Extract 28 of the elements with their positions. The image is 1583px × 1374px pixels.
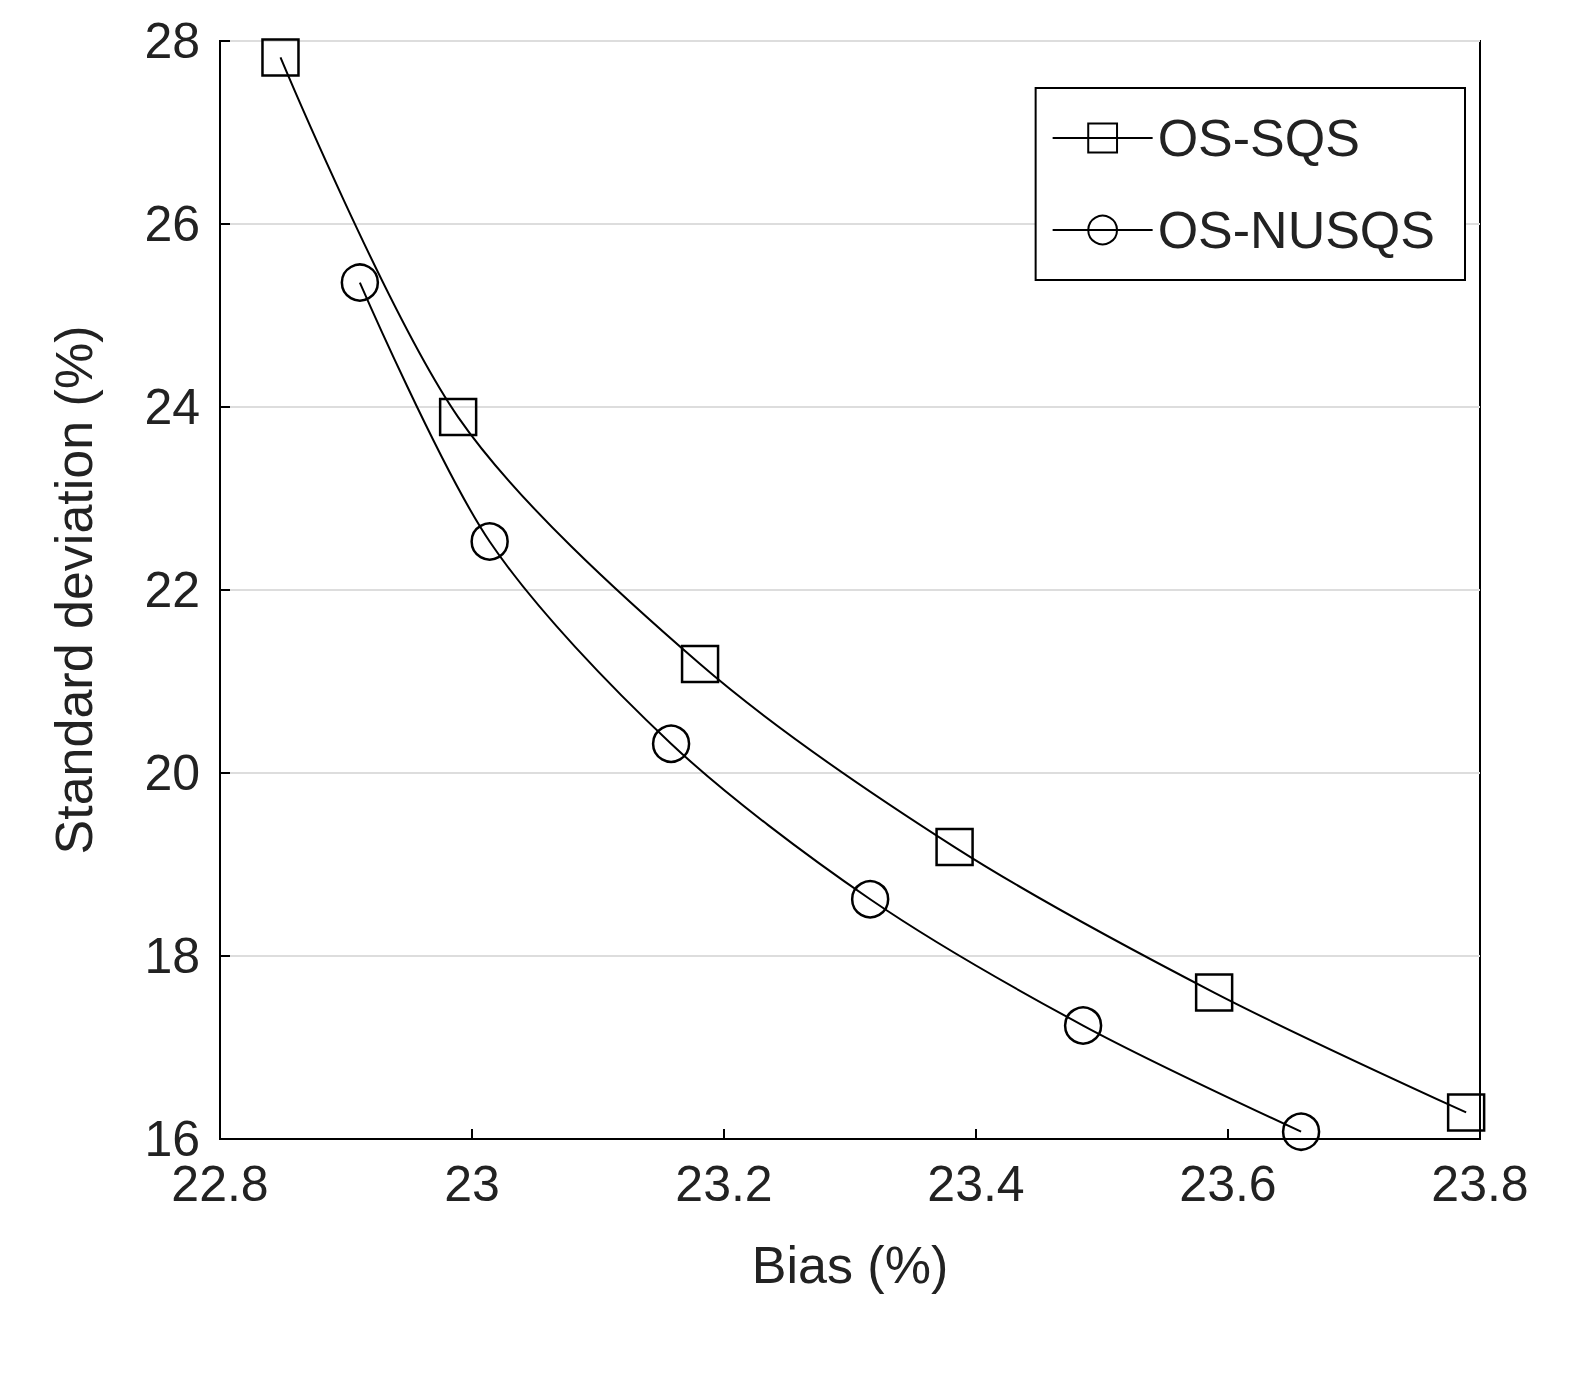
point <box>340 263 380 302</box>
point <box>680 644 720 684</box>
point <box>438 397 478 437</box>
x-tick-label: 23.8 <box>1431 1156 1529 1212</box>
x-tick-label: 23.6 <box>1179 1156 1277 1212</box>
point <box>261 38 300 77</box>
y-tick-label: 22 <box>144 562 200 618</box>
y-tick-label: 24 <box>144 379 200 435</box>
y-tick-label: 28 <box>144 13 200 69</box>
point <box>651 724 691 763</box>
y-tick-label: 20 <box>144 745 200 801</box>
y-axis-title: Standard deviation (%) <box>45 325 103 855</box>
point <box>1063 1006 1103 1045</box>
x-axis-title: Bias (%) <box>751 1236 949 1294</box>
x-tick-label: 23.4 <box>927 1156 1025 1212</box>
x-tick-label: 22.8 <box>171 1156 269 1212</box>
x-tick-label: 23 <box>444 1156 500 1212</box>
point <box>1281 1112 1321 1151</box>
y-tick-label: 26 <box>144 196 200 252</box>
point <box>935 827 974 867</box>
point <box>850 880 890 919</box>
legend-label: OS-SQS <box>1157 109 1360 167</box>
x-tick-label: 23.2 <box>675 1156 773 1212</box>
point <box>1194 973 1234 1012</box>
point <box>470 522 509 561</box>
y-tick-label: 18 <box>144 928 200 984</box>
point <box>1446 1093 1486 1132</box>
legend-label: OS-NUSQS <box>1157 201 1436 259</box>
